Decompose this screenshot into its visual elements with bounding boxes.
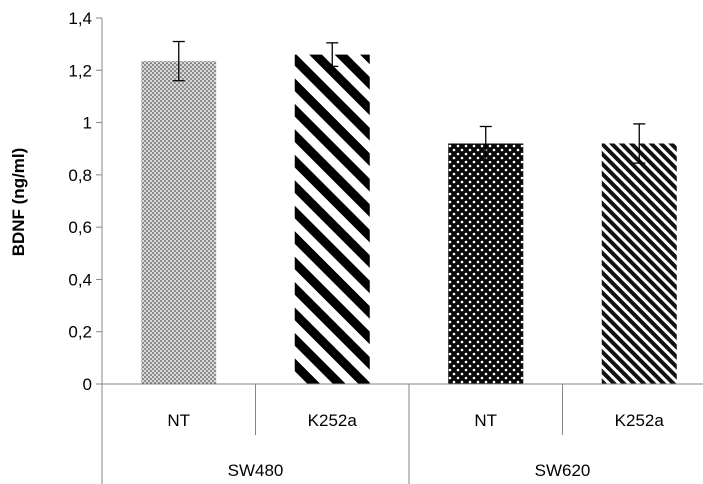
y-tick-label: 1,2	[68, 61, 92, 80]
y-tick-label: 0,2	[68, 323, 92, 342]
bar	[601, 143, 677, 384]
bar	[448, 143, 524, 384]
x-axis: NT K252a NT K252a SW480 SW620	[101, 383, 703, 484]
x-tick-label: NT	[167, 411, 190, 430]
y-tick-label: 0,6	[68, 218, 92, 237]
x-tick-label: NT	[474, 411, 497, 430]
y-axis-ticks: 0 0,2 0,4 0,6 0,8 1 1,2 1,4	[68, 9, 103, 394]
y-tick-label: 0,8	[68, 166, 92, 185]
y-tick-label: 0,4	[68, 270, 92, 289]
y-tick-label: 0	[83, 375, 92, 394]
bar	[141, 61, 217, 385]
x-tick-label: K252a	[308, 411, 358, 430]
bars	[141, 54, 677, 385]
bar	[294, 54, 370, 384]
group-label: SW620	[535, 461, 591, 480]
y-axis-title: BDNF (ng/ml)	[9, 148, 28, 257]
x-tick-label: K252a	[615, 411, 665, 430]
group-label: SW480	[228, 461, 284, 480]
error-bars	[172, 40, 646, 164]
y-tick-label: 1,4	[68, 9, 92, 28]
y-tick-label: 1	[83, 114, 92, 133]
